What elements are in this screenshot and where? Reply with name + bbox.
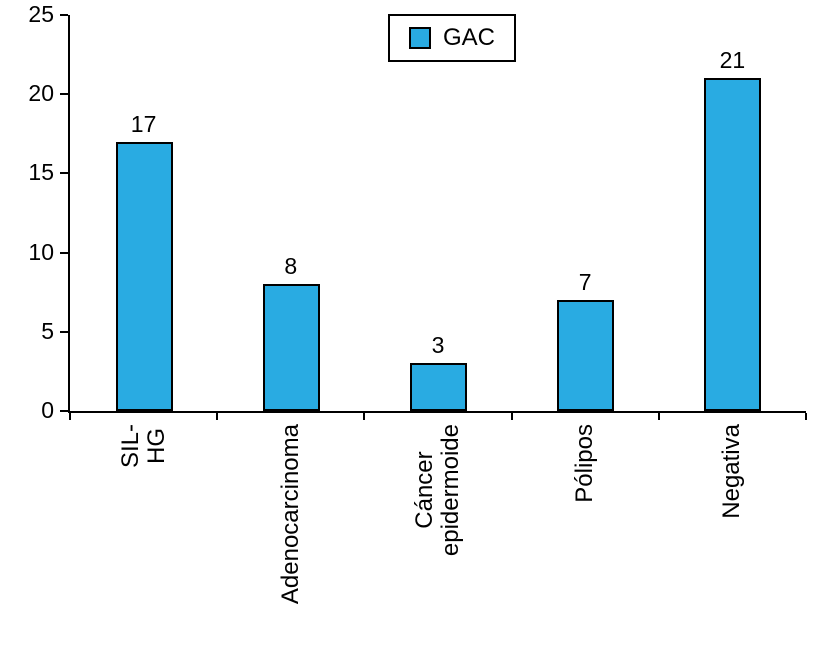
bar-pólipos [557,300,614,411]
x-axis-label-sil-hg: SIL-HG [116,424,170,469]
bar-value-label: 3 [431,332,445,358]
x-axis-label-negativa: Negativa [718,424,746,519]
x-tick-mark [216,413,219,420]
y-tick-mark [60,93,68,96]
y-tick-label: 0 [41,397,54,423]
bar-value-label: 21 [719,47,746,73]
bar-sil-hg [116,142,173,411]
legend-swatch-gac [409,27,431,49]
bar-value-label: 17 [130,111,157,137]
y-tick-label: 15 [28,159,54,186]
x-tick-mark [363,413,366,420]
bar-negativa [704,78,761,411]
x-tick-mark [69,413,71,420]
bar-cáncer-epidermoide [410,363,467,411]
y-tick-mark [60,172,68,175]
y-tick-label: 25 [28,1,54,27]
y-tick-mark [60,14,68,16]
x-tick-mark [805,413,807,420]
x-axis-label-adenocarcinoma: Adenocarcinoma [276,424,304,605]
y-tick-mark [60,251,68,254]
x-tick-mark [657,413,660,420]
x-axis-label-cáncer-epidermoide: Cáncer epidermoide [411,424,464,557]
legend-series-label: GAC [443,24,496,51]
bar-value-label: 8 [284,253,298,279]
bar-value-label: 7 [578,269,592,295]
y-axis [68,15,70,413]
y-tick-label: 10 [28,238,54,265]
x-tick-mark [510,413,513,420]
y-tick-label: 5 [41,317,54,344]
bar-adenocarcinoma [263,284,320,411]
x-axis [68,411,806,413]
y-tick-label: 20 [28,80,54,107]
y-tick-mark [60,330,68,333]
x-axis-label-pólipos: Pólipos [571,424,599,503]
y-tick-mark [60,410,68,412]
chart-legend: GAC [388,14,517,62]
